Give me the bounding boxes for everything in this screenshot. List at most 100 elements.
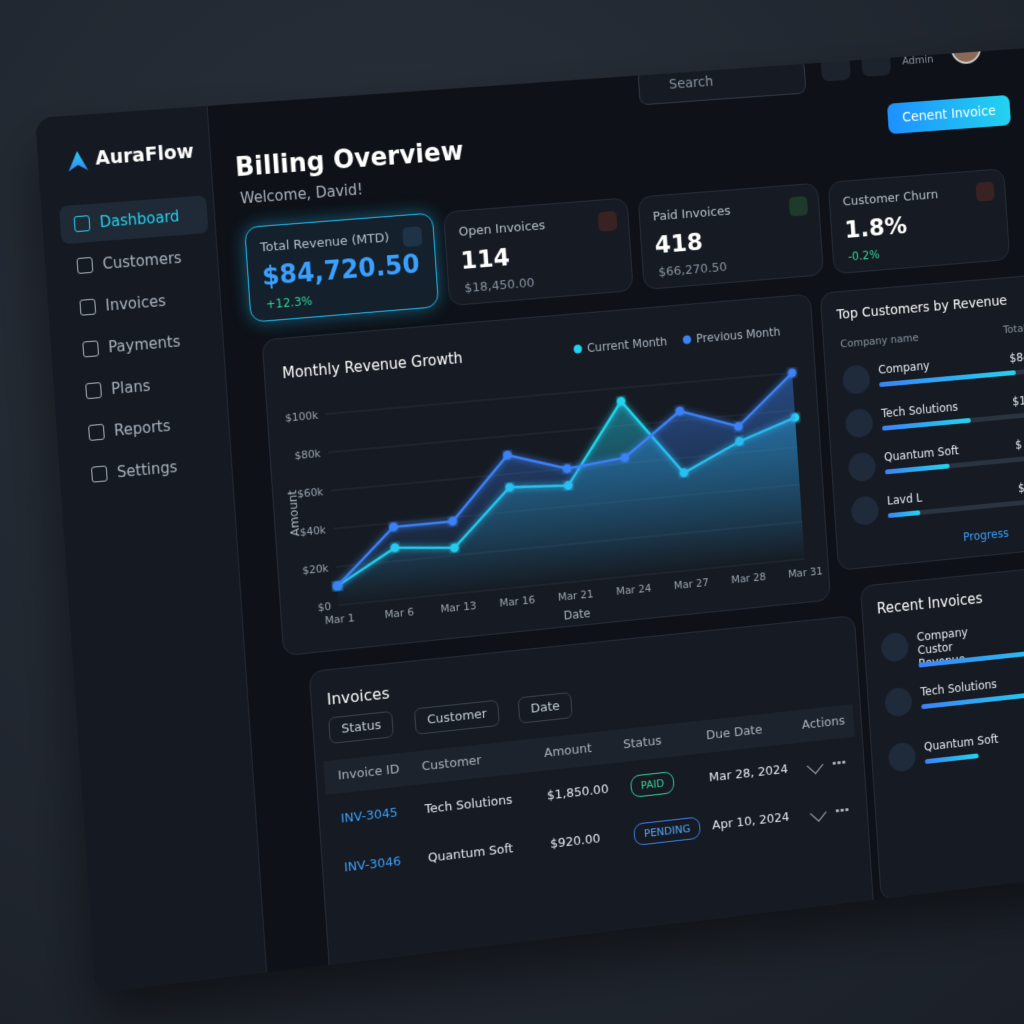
- kpi-label: Total Revenue (MTD): [259, 230, 390, 256]
- x-tick-label: Mar 6: [384, 605, 415, 621]
- chart-card: Monthly Revenue Growth $0 $20k $40k $60k $80k…: [261, 293, 831, 657]
- customer-total: $84,: [1009, 349, 1024, 365]
- progress-fill: [884, 463, 950, 475]
- x-tick-label: Mar 27: [673, 576, 709, 592]
- y-axis-label: Amount: [285, 489, 302, 537]
- table-cell: $920.00: [549, 831, 601, 852]
- bell-button[interactable]: [820, 49, 851, 82]
- kpi-card: Open Invoices 114 $18,450.00: [443, 197, 634, 307]
- share-button[interactable]: [860, 44, 892, 77]
- status-badge: PAID: [629, 770, 675, 798]
- nav-icon: [76, 256, 94, 275]
- recent-invoice-name: Tech Solutions: [919, 677, 998, 699]
- search-box[interactable]: Search: [637, 59, 807, 106]
- x-tick-label: Mar 21: [557, 588, 593, 604]
- create-invoice-button[interactable]: Cenent Invoice: [886, 94, 1011, 135]
- invoice-icon: [880, 631, 910, 663]
- x-tick-label: Mar 1: [324, 611, 355, 627]
- table-cell: Mar 28, 2024: [708, 762, 789, 786]
- customer-total: $: [1014, 437, 1023, 452]
- recent-invoices-title: Recent Invoices: [876, 589, 984, 618]
- kpi-label: Paid Invoices: [652, 203, 731, 225]
- customer-name: Company: [877, 358, 930, 377]
- kpi-sub: $18,450.00: [463, 275, 535, 297]
- filter-dropdown[interactable]: Status: [328, 710, 395, 744]
- table-cell: $1,850.00: [546, 782, 610, 804]
- progress-fill: [882, 417, 971, 431]
- kpi-value: 1.8%: [843, 211, 908, 244]
- kpi-value: 418: [653, 227, 704, 260]
- series-area: [325, 372, 805, 606]
- user-role: Admin: [901, 52, 934, 68]
- customer-icon: [847, 451, 877, 483]
- invoice-icon: [887, 741, 917, 773]
- kpi-icon: [597, 210, 618, 232]
- x-tick-label: Mar 16: [499, 593, 536, 609]
- legend-label: Previous Month: [696, 325, 781, 346]
- grid-line: [326, 373, 792, 414]
- x-tick-label: Mar 28: [731, 570, 767, 586]
- kpi-delta: +12.3%: [265, 293, 313, 312]
- nav-item[interactable]: Settings: [76, 444, 225, 495]
- y-tick-label: $100k: [285, 409, 319, 425]
- kpi-label: Open Invoices: [458, 218, 546, 240]
- kpi-card: Total Revenue (MTD) $84,720.50 +12.3%: [244, 212, 440, 323]
- y-tick-label: $20k: [302, 562, 330, 577]
- top-customers-card: Top Customers by Revenue Company name Tota…: [819, 270, 1024, 571]
- sidebar: AuraFlow Dashboard Customers Invoices Payme…: [35, 105, 268, 993]
- customer-icon: [850, 495, 880, 527]
- customer-total: $: [1017, 481, 1024, 495]
- recent-invoice-name: Quantum Soft: [923, 732, 999, 754]
- search-placeholder: Search: [668, 74, 714, 93]
- column-header: Company name: [839, 331, 920, 351]
- more-button[interactable]: [831, 760, 847, 765]
- chart-title: Monthly Revenue Growth: [282, 349, 463, 382]
- customer-name: Tech Solutions: [880, 400, 959, 421]
- customer-total: $1,: [1011, 393, 1024, 409]
- dashboard: AuraFlow Dashboard Customers Invoices Payme…: [35, 41, 1024, 993]
- top-customers-title: Top Customers by Revenue: [836, 293, 1008, 323]
- y-tick-label: $40k: [299, 523, 327, 538]
- user-name: David L.: [898, 41, 951, 54]
- invoice-icon: [884, 686, 913, 718]
- filter-dropdown[interactable]: Date: [517, 691, 573, 724]
- kpi-icon: [402, 226, 423, 248]
- nav-icon: [88, 423, 105, 441]
- progress-fill: [887, 510, 921, 519]
- avatar: [949, 41, 983, 65]
- kpi-value: 114: [459, 242, 511, 275]
- nav-icon: [90, 465, 108, 483]
- kpi-sub: $66,270.50: [657, 260, 728, 281]
- customer-name: Lavd L: [886, 490, 923, 508]
- status-badge: PENDING: [633, 816, 702, 847]
- kpi-label: Customer Churn: [842, 187, 939, 210]
- filter-dropdown[interactable]: Customer: [413, 699, 500, 735]
- invoice-id-link[interactable]: INV-3046: [343, 854, 402, 876]
- customer-name: Quantum Soft: [883, 443, 960, 464]
- nav-item[interactable]: Invoices: [65, 278, 214, 328]
- nav-icon: [82, 340, 100, 358]
- kpi-delta: -0.2%: [847, 247, 880, 264]
- edit-button[interactable]: [806, 756, 824, 775]
- column-header: Total: [1002, 321, 1024, 337]
- legend-label: Current Month: [587, 335, 668, 355]
- more-button[interactable]: [834, 807, 850, 813]
- table-cell: Apr 10, 2024: [711, 810, 790, 834]
- edit-button[interactable]: [809, 804, 827, 822]
- x-axis-label: Date: [563, 606, 591, 622]
- kpi-value: $84,720.50: [261, 249, 421, 292]
- legend-swatch: [573, 344, 583, 354]
- kpi-icon: [788, 195, 809, 217]
- legend-swatch: [682, 334, 692, 345]
- invoice-id-link[interactable]: INV-3045: [340, 805, 399, 827]
- progress-link[interactable]: Progress: [962, 526, 1010, 544]
- nav-item[interactable]: Dashboard: [59, 195, 209, 245]
- brand: AuraFlow: [94, 140, 195, 170]
- nav-item[interactable]: Customers: [62, 237, 211, 286]
- x-tick-label: Mar 24: [616, 582, 652, 598]
- x-tick-label: Mar 31: [788, 565, 823, 581]
- line-chart: Monthly Revenue Growth $0 $20k $40k $60k $80k…: [282, 325, 823, 627]
